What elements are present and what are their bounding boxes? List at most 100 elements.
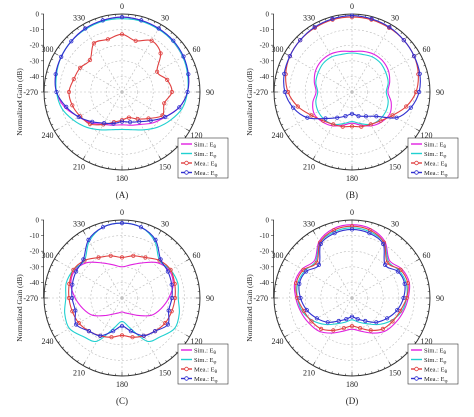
angle-label: 150: [389, 368, 401, 377]
radial-tick-label: -30: [30, 57, 40, 65]
ring-tick: [297, 243, 298, 244]
ring-tick: [58, 253, 60, 254]
legend-subscript: φ: [444, 155, 447, 160]
legend-marker: [415, 161, 419, 165]
ring-tick: [288, 253, 290, 254]
angle-label: 0: [120, 2, 124, 11]
angle-label: 330: [303, 220, 315, 229]
angle-label: 300: [42, 251, 54, 260]
ring-tick: [401, 356, 402, 358]
legend-subscript: φ: [214, 361, 217, 366]
ring-tick: [77, 154, 78, 156]
ring-tick: [292, 347, 294, 348]
ring-tick: [176, 37, 177, 38]
ring-tick: [292, 42, 294, 43]
radial-tick-label: -20: [260, 42, 270, 50]
ring-tick: [171, 356, 172, 358]
ring-tick: [416, 53, 419, 55]
legend-marker: [415, 171, 419, 175]
ring-tick: [83, 230, 85, 233]
ring-tick: [186, 53, 189, 55]
ring-tick: [410, 248, 412, 249]
ring-tick: [384, 21, 385, 23]
legend-subscript: φ: [445, 174, 448, 179]
angle-label: -270: [23, 88, 38, 97]
angle-label: 30: [161, 220, 169, 229]
ring-tick: [284, 53, 287, 55]
angle-label: -270: [253, 88, 268, 97]
angle-label: 150: [159, 162, 171, 171]
ring-tick: [166, 154, 167, 156]
panel-label: (C): [116, 396, 128, 406]
ring-tick: [396, 234, 397, 236]
angle-label: 150: [159, 368, 171, 377]
ring-tick: [83, 156, 85, 159]
angle-label: 0: [350, 208, 354, 217]
angle-label: 90: [206, 88, 214, 97]
ring-tick: [401, 238, 402, 240]
ring-tick: [288, 47, 290, 48]
ring-tick: [62, 42, 64, 43]
ring-tick: [281, 330, 283, 331]
ring-tick: [176, 352, 177, 353]
grid-spoke: [83, 230, 122, 298]
angle-label: 180: [346, 380, 358, 389]
ring-tick: [396, 28, 397, 30]
grid-spoke: [122, 92, 161, 160]
ring-tick: [184, 342, 186, 343]
ring-tick: [62, 347, 64, 348]
legend-subscript: φ: [445, 380, 448, 385]
ring-tick: [384, 227, 385, 229]
legend-subscript: φ: [214, 155, 217, 160]
ring-tick: [54, 53, 57, 55]
ring-tick: [176, 146, 177, 147]
angle-label: 90: [436, 294, 444, 303]
ring-tick: [54, 335, 57, 337]
angle-label: 30: [391, 220, 399, 229]
polar-panel-1: 0-10-20-30-400306090120150180210240-2703…: [15, 2, 228, 200]
angle-label: 0: [350, 2, 354, 11]
ring-tick: [416, 259, 419, 261]
ring-tick: [72, 150, 73, 152]
ring-tick: [307, 234, 308, 236]
legend-subscript: φ: [215, 380, 218, 385]
ring-tick: [302, 238, 303, 240]
ring-tick: [297, 37, 298, 38]
ring-tick: [77, 360, 78, 362]
grid-spoke: [122, 24, 161, 92]
angle-label: 90: [206, 294, 214, 303]
ring-tick: [406, 352, 407, 353]
ring-tick: [171, 238, 172, 240]
radial-tick-label: 0: [266, 217, 270, 225]
angle-label: 240: [42, 131, 54, 140]
ring-tick: [313, 230, 315, 233]
ring-tick: [154, 161, 155, 163]
radial-tick-label: -10: [30, 232, 40, 240]
ring-tick: [62, 248, 64, 249]
grid-spoke: [122, 230, 161, 298]
ring-tick: [281, 265, 283, 266]
ring-tick: [416, 129, 419, 131]
ring-tick: [154, 227, 155, 229]
radial-tick-label: -10: [30, 26, 40, 34]
ring-tick: [384, 367, 385, 369]
ring-tick: [171, 32, 172, 34]
ring-tick: [313, 156, 315, 159]
angle-label: 300: [272, 45, 284, 54]
radial-tick-label: -30: [260, 263, 270, 271]
angle-label: 300: [42, 45, 54, 54]
panel-label: (B): [346, 190, 358, 200]
ring-tick: [154, 21, 155, 23]
ring-tick: [51, 265, 53, 266]
ring-tick: [416, 335, 419, 337]
radial-tick-label: -20: [30, 42, 40, 50]
series-line-3: [69, 34, 172, 125]
ring-tick: [410, 42, 412, 43]
ring-tick: [421, 265, 423, 266]
grid-spoke: [54, 53, 122, 92]
ring-tick: [414, 253, 416, 254]
